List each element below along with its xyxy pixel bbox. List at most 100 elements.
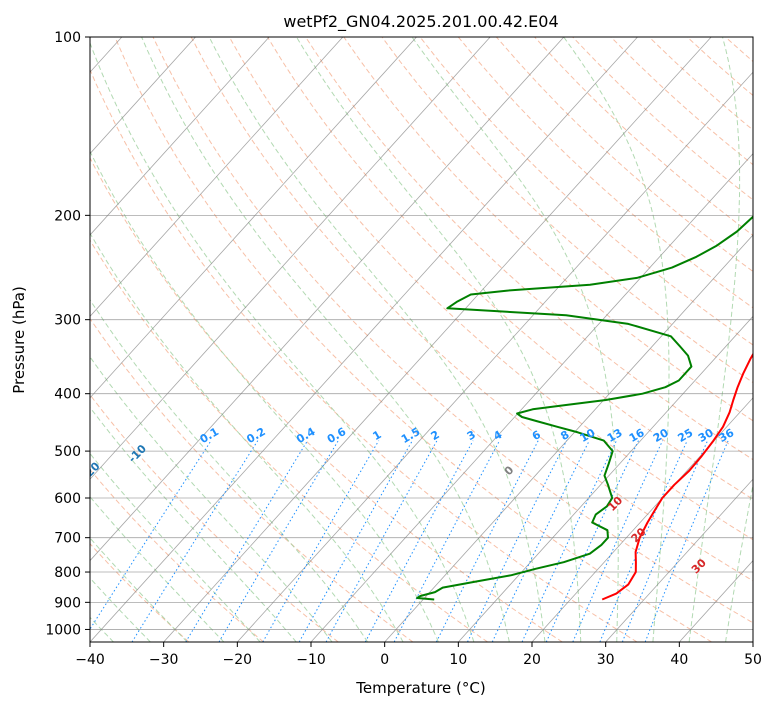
mixing-ratio-line — [262, 440, 380, 642]
dry-adiabat-line — [90, 468, 264, 642]
isotherm-line — [90, 37, 196, 155]
moist-adiabat-line — [90, 356, 333, 642]
mixing-ratio-label: 6 — [530, 428, 543, 443]
mixing-ratio-line — [90, 440, 212, 631]
dry-adiabat-line — [764, 37, 775, 642]
mixing-ratio-line — [599, 440, 688, 642]
mixing-ratio-label: 1 — [370, 428, 383, 443]
isotherm-line — [90, 37, 491, 480]
y-tick-label: 200 — [54, 208, 81, 224]
y-tick-label: 400 — [54, 387, 81, 403]
x-tick-label: 30 — [597, 652, 615, 668]
mixing-ratio-label: 3 — [465, 428, 478, 443]
mixing-ratio-label: 36 — [717, 426, 737, 445]
y-tick-label: 900 — [54, 595, 81, 611]
mixing-ratio-line — [521, 440, 617, 642]
isotherm-line — [752, 641, 753, 642]
moist-adiabat-line — [90, 577, 151, 642]
mixing-ratio-line — [467, 440, 568, 642]
mixing-ratio-line — [364, 440, 474, 642]
moist-adiabat-label: 30 — [689, 556, 709, 576]
dry-adiabat-label: 0 — [502, 463, 517, 478]
isotherm-line — [384, 234, 753, 642]
dry-adiabat-label: -40 — [0, 496, 6, 519]
mixing-ratio-line — [545, 440, 639, 642]
moist-adiabat-line — [296, 37, 582, 642]
dewpoint-profile-line — [416, 215, 753, 601]
isotherm-line — [237, 71, 753, 642]
mixing-ratio-line — [185, 440, 309, 642]
x-tick-label: 10 — [449, 652, 467, 668]
temperature-profile-line — [601, 352, 753, 601]
moist-adiabat-line — [411, 37, 619, 642]
y-tick-label: 700 — [54, 531, 81, 547]
x-tick-label: 0 — [380, 652, 389, 668]
isotherm-line — [310, 153, 753, 642]
x-tick-label: 20 — [523, 652, 541, 668]
moist-adiabat-line — [208, 37, 546, 642]
mixing-ratio-line — [435, 440, 539, 642]
x-tick-label: −20 — [223, 652, 253, 668]
moist-adiabat-line — [688, 37, 741, 642]
isotherm-line — [90, 37, 270, 236]
mixing-ratio-label: 0.1 — [198, 425, 221, 446]
dry-adiabat-line — [152, 37, 753, 624]
dry-adiabat-line — [114, 37, 712, 642]
isotherm-line — [679, 560, 753, 642]
moist-adiabat-label: 20 — [629, 525, 649, 545]
y-tick-label: 300 — [54, 313, 81, 329]
moist-adiabat-line — [563, 37, 670, 642]
dry-adiabat-label: -10 — [126, 442, 149, 465]
moist-adiabat-label: 10 — [605, 494, 625, 514]
dry-adiabat-line — [343, 37, 753, 422]
dry-adiabat-line — [648, 37, 753, 131]
dry-adiabat-label: -20 — [79, 459, 102, 482]
dry-adiabat-line — [90, 68, 638, 642]
dry-adiabat-line — [267, 37, 753, 500]
moist-adiabat-line — [90, 41, 475, 642]
mixing-ratio-line — [393, 440, 501, 642]
x-tick-label: −30 — [149, 652, 179, 668]
x-tick-label: 40 — [670, 652, 688, 668]
y-tick-label: 500 — [54, 444, 81, 460]
dry-adiabat-line — [457, 37, 753, 309]
mixing-ratio-label: 0.4 — [294, 425, 318, 446]
mixing-ratio-label: 10 — [578, 426, 598, 445]
x-tick-label: 50 — [744, 652, 762, 668]
y-axis-label: Pressure (hPa) — [10, 286, 28, 394]
x-tick-label: −10 — [296, 652, 326, 668]
x-axis-label: Temperature (°C) — [355, 679, 485, 697]
chart-title: wetPf2_GN04.2025.201.00.42.E04 — [283, 12, 558, 32]
dry-adiabat-line — [381, 37, 753, 384]
x-tick-label: −40 — [75, 652, 105, 668]
moist-adiabat-line — [90, 298, 369, 642]
dry-adiabat-line — [419, 37, 753, 346]
mixing-ratio-line — [218, 440, 339, 642]
mixing-ratio-label: 25 — [676, 426, 696, 445]
mixing-ratio-line — [325, 440, 438, 642]
moist-adiabat-line — [90, 406, 297, 642]
moist-adiabat-line — [90, 232, 404, 642]
y-tick-label: 100 — [54, 30, 81, 46]
moist-adiabat-line — [90, 496, 225, 642]
dry-adiabat-line — [90, 317, 414, 642]
mixing-ratio-line — [298, 440, 413, 642]
mixing-ratio-label: 20 — [651, 426, 671, 445]
moist-adiabat-line — [90, 452, 261, 642]
isotherm-line — [531, 397, 753, 642]
axes: −40 −30 −20 −10 0 10 20 30 40 5010020030040050060… — [45, 30, 762, 668]
isotherm-line — [90, 37, 417, 399]
in-plot-labels: 0.10.20.40.611.52346810131620253036-100-… — [0, 425, 772, 604]
plot-frame — [89, 36, 754, 643]
moist-adiabat-line — [725, 482, 753, 642]
y-tick-label: 600 — [54, 491, 81, 507]
y-tick-label: 1000 — [45, 622, 81, 638]
isotherm-line — [90, 37, 638, 642]
moist-adiabat-label: 40 — [752, 584, 772, 604]
moist-adiabat-line — [141, 37, 510, 642]
dry-adiabat-label: -30 — [31, 477, 54, 500]
mixing-ratio-line — [621, 440, 709, 642]
moist-adiabat-line — [90, 537, 188, 642]
dry-adiabat-line — [686, 37, 753, 97]
